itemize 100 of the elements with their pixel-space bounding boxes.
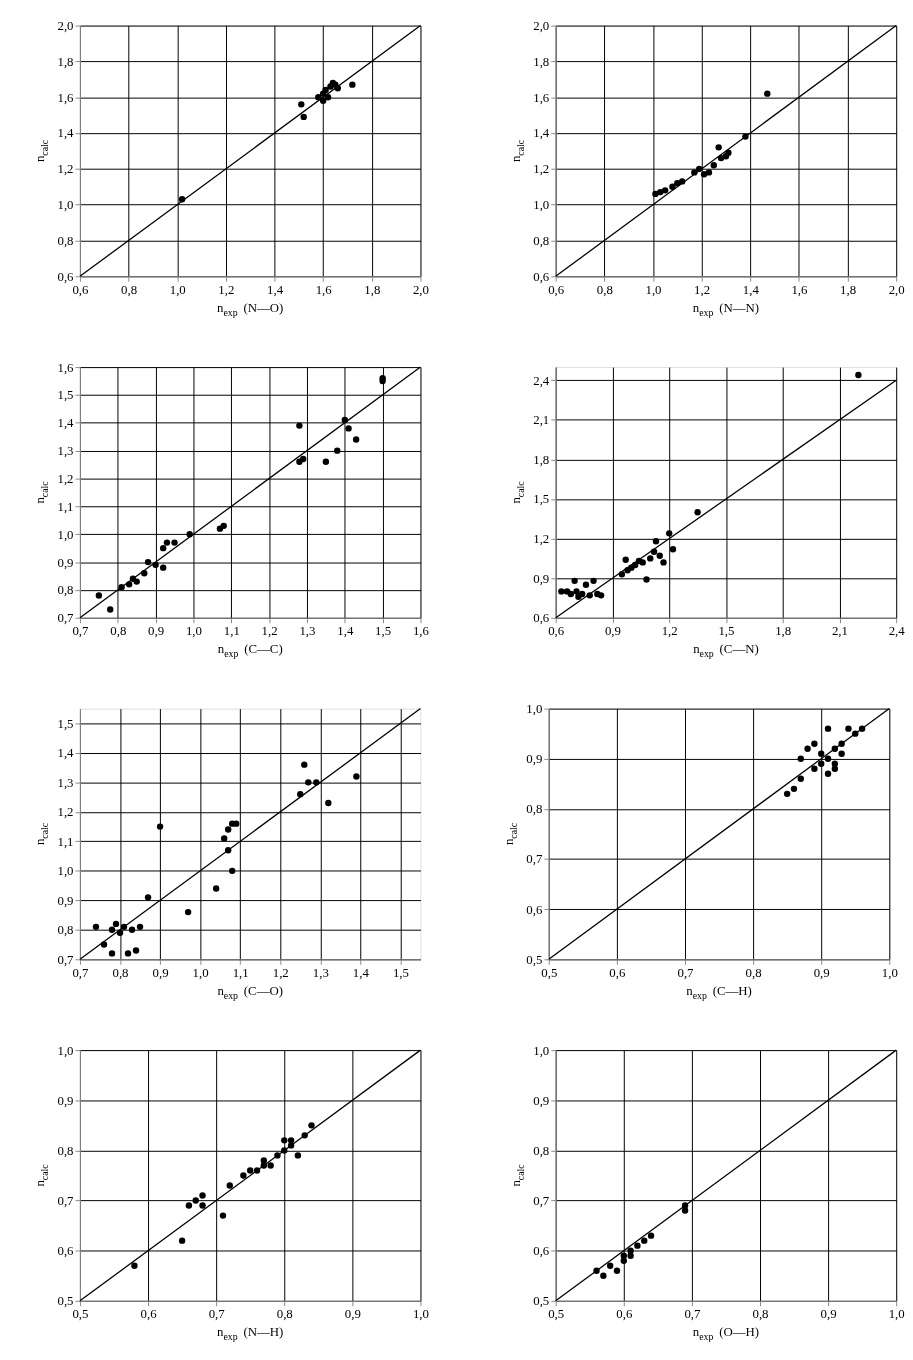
y-tick-label: 1,0 <box>57 527 74 542</box>
x-tick-label: 2,4 <box>888 624 906 639</box>
point <box>797 775 804 782</box>
y-axis-title: ncalc <box>33 822 51 846</box>
point <box>622 556 629 563</box>
y-tick-label: 1,2 <box>57 471 74 486</box>
point <box>669 545 677 553</box>
point <box>144 894 152 901</box>
y-tick-label: 1,0 <box>57 1043 74 1058</box>
y-tick-label: 0,8 <box>57 923 74 938</box>
y-tick-label: 0,9 <box>533 571 550 586</box>
y-tick-label: 0,9 <box>57 893 74 908</box>
x-tick-label: 1,6 <box>315 282 333 297</box>
x-tick-label: 0,9 <box>152 965 169 980</box>
point <box>128 926 136 934</box>
point <box>647 555 654 562</box>
y-tick-label: 0,7 <box>533 1193 550 1208</box>
x-tick-label: 1,5 <box>375 624 392 639</box>
y-tick-label: 1,5 <box>57 716 74 731</box>
x-tick-label: 0,8 <box>596 282 613 297</box>
point <box>212 885 220 892</box>
x-tick-label: 0,6 <box>140 1307 158 1322</box>
point <box>838 750 845 757</box>
point <box>294 1152 302 1159</box>
point <box>811 740 818 747</box>
x-tick-label: 2,0 <box>888 282 905 297</box>
x-tick-label: 0,9 <box>813 965 830 980</box>
point <box>764 90 771 97</box>
point <box>92 923 100 931</box>
x-tick-label: 0,8 <box>745 965 762 980</box>
y-tick-label: 0,9 <box>533 1093 550 1108</box>
point <box>178 1237 186 1244</box>
point <box>325 799 332 807</box>
point <box>322 458 330 465</box>
point <box>797 755 804 762</box>
y-tick-label: 1,5 <box>57 388 74 403</box>
y-tick-label: 1,2 <box>533 532 550 547</box>
point <box>715 144 722 151</box>
x-tick-label: 1,8 <box>775 624 792 639</box>
point <box>95 592 103 599</box>
point <box>232 820 240 827</box>
y-tick-label: 0,5 <box>526 952 543 967</box>
x-tick-label: 0,7 <box>684 1307 701 1322</box>
y-tick-label: 1,1 <box>57 834 74 849</box>
point <box>315 94 322 101</box>
point <box>171 539 178 546</box>
y-tick-label: 2,4 <box>533 373 550 388</box>
y-tick-label: 1,0 <box>57 198 74 213</box>
point <box>144 558 152 566</box>
y-axis-title: ncalc <box>509 1163 527 1187</box>
x-tick-label: 1,3 <box>299 624 316 639</box>
y-tick-label: 1,0 <box>57 864 74 879</box>
y-tick-label: 0,7 <box>57 611 75 626</box>
point <box>132 947 140 954</box>
y-tick-label: 0,8 <box>57 1143 74 1158</box>
point <box>334 447 341 454</box>
x-tick-label: 0,6 <box>72 282 90 297</box>
point <box>600 1272 607 1279</box>
y-tick-label: 0,5 <box>57 1294 74 1309</box>
x-tick-label: 1,4 <box>337 624 354 639</box>
x-tick-label: 1,8 <box>840 282 857 297</box>
y-tick-label: 1,3 <box>57 444 74 459</box>
point <box>345 425 352 432</box>
x-tick-label: 0,7 <box>677 965 695 980</box>
point <box>192 1197 199 1204</box>
point <box>107 606 114 613</box>
y-tick-label: 1,4 <box>57 126 75 141</box>
x-tick-label: 0,8 <box>112 965 129 980</box>
point <box>219 1212 227 1219</box>
x-tick-label: 1,2 <box>261 624 278 639</box>
point <box>661 187 669 194</box>
y-tick-label: 1,6 <box>533 90 550 105</box>
y-tick-label: 1,4 <box>533 126 550 141</box>
point <box>700 171 708 178</box>
y-tick-label: 0,8 <box>533 1143 550 1158</box>
point <box>305 779 312 786</box>
y-tick-label: 0,8 <box>57 583 74 598</box>
x-tick-label: 1,0 <box>185 624 202 639</box>
point <box>184 908 192 916</box>
y-tick-label: 0,5 <box>533 1294 550 1309</box>
point <box>613 1267 621 1274</box>
y-tick-label: 0,9 <box>526 752 543 767</box>
point <box>352 436 360 443</box>
point <box>108 926 116 934</box>
x-tick-label: 0,6 <box>616 1307 633 1322</box>
point <box>660 559 667 566</box>
y-tick-label: 1,0 <box>533 198 550 213</box>
point <box>131 1262 138 1269</box>
point <box>108 950 116 957</box>
point <box>597 592 605 599</box>
point <box>855 371 862 379</box>
y-tick-label: 0,6 <box>526 902 543 917</box>
point <box>136 923 144 931</box>
point <box>783 790 791 798</box>
point <box>725 149 732 156</box>
x-tick-label: 0,6 <box>548 624 565 639</box>
point <box>641 1237 648 1244</box>
x-tick-label: 0,7 <box>208 1307 226 1322</box>
point <box>228 867 236 875</box>
point <box>790 785 798 793</box>
